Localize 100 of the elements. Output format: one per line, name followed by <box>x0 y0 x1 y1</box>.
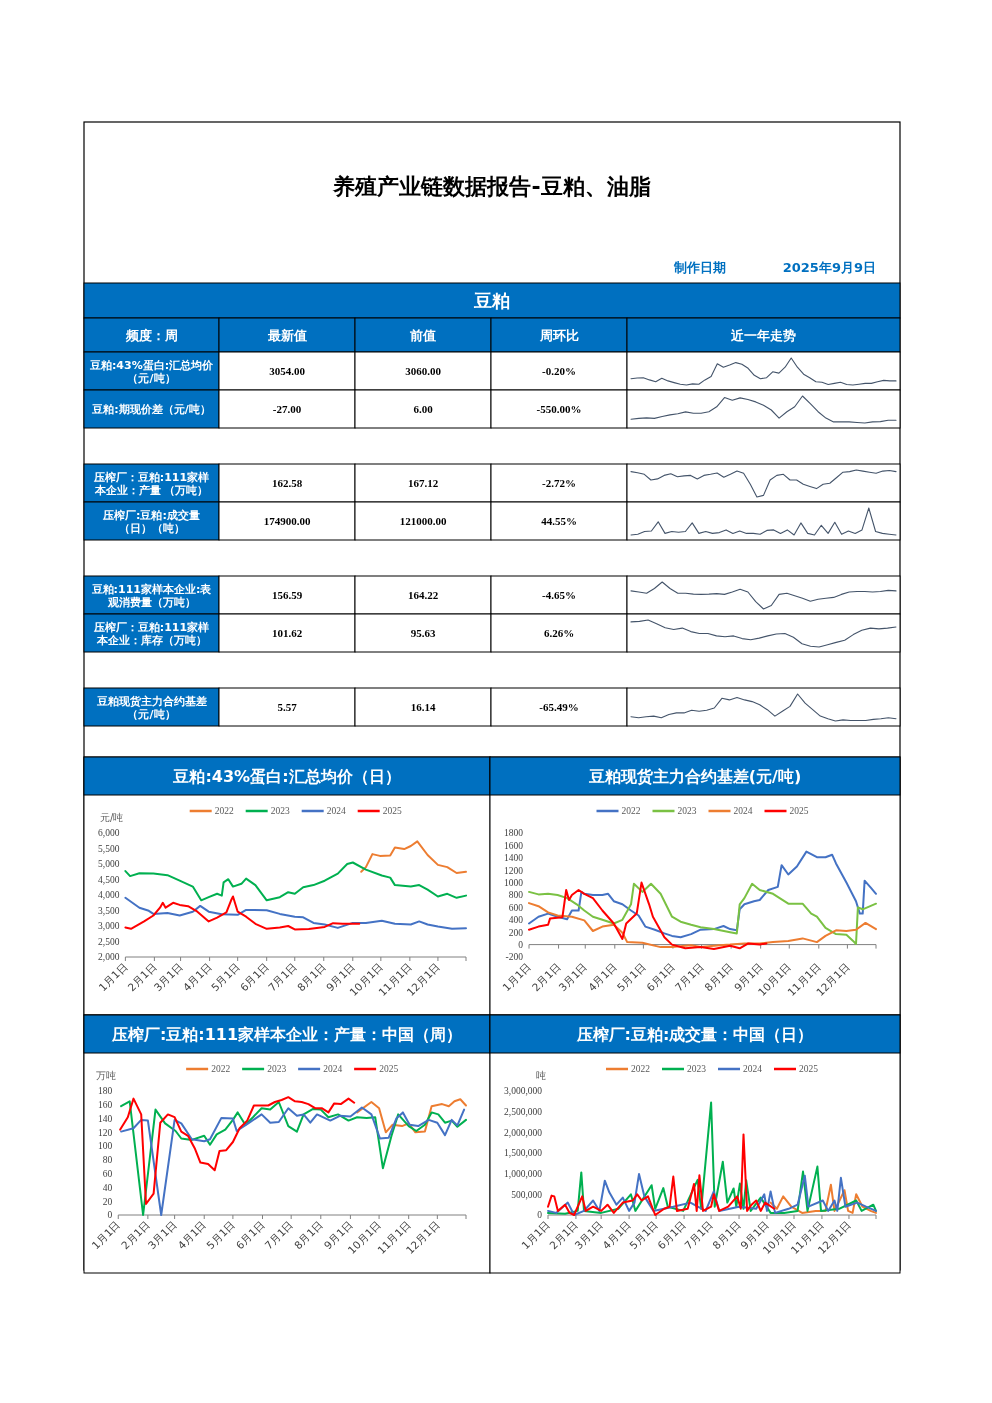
y-tick-label: 6,000 <box>98 828 120 839</box>
category-label: 周环比 <box>538 328 579 343</box>
text: -0.20% <box>542 365 576 377</box>
line-series <box>119 1096 356 1205</box>
y-tick-label: 1800 <box>504 828 524 839</box>
y-tick-label: 3,000 <box>98 921 120 932</box>
text: 44.55% <box>541 515 577 527</box>
y-tick-label: 4,500 <box>98 874 120 885</box>
chart-title: 豆粕现货主力合约基差(元/吨) <box>587 767 802 786</box>
y-tick-label: 20 <box>102 1196 113 1207</box>
text: 5.57 <box>277 701 297 713</box>
text: 6.26% <box>543 627 575 639</box>
text: 3054.00 <box>269 365 305 377</box>
category-label: 豆粕:43%蛋白:汇总均价（元/吨） <box>89 358 214 385</box>
text: -550.00% <box>536 403 582 415</box>
category-label: 前值 <box>409 328 436 343</box>
y-tick-label: 5,500 <box>98 843 120 854</box>
y-tick-label: 180 <box>98 1086 113 1097</box>
legend-label: 2023 <box>677 806 697 816</box>
legend-label: 2025 <box>799 1064 819 1074</box>
line-series <box>528 850 877 939</box>
legend-label: 2022 <box>211 1064 231 1074</box>
y-tick-label: 1400 <box>504 853 524 864</box>
category-label: 压榨厂：豆粕:111家样本企业：库存（万吨） <box>93 620 210 647</box>
category-label: 豆粕:111家样本企业:表观消费量（万吨） <box>91 582 212 609</box>
legend-label: 2025 <box>379 1064 399 1074</box>
chart-title: 压榨厂:豆粕:111家样本企业：产量：中国（周） <box>110 1025 463 1044</box>
text: 制作日期 <box>673 260 726 275</box>
line-series <box>360 840 467 874</box>
legend-label: 2022 <box>621 806 641 816</box>
text: 16.14 <box>410 701 436 713</box>
y-tick-label: 0 <box>537 1210 543 1221</box>
y-tick-label: -200 <box>505 952 524 963</box>
y-tick-label: 160 <box>98 1100 113 1111</box>
text: 3060.00 <box>405 365 441 377</box>
y-tick-label: 140 <box>98 1113 113 1124</box>
legend-label: 2024 <box>326 806 346 816</box>
y-tick-label: 1,500,000 <box>504 1148 543 1159</box>
y-tick-label: 1000 <box>504 877 524 888</box>
line-series <box>528 902 877 949</box>
y-tick-label: 120 <box>98 1127 113 1138</box>
y-tick-label: 2,000,000 <box>504 1127 543 1138</box>
legend-label: 2024 <box>743 1064 763 1074</box>
text: -2.72% <box>542 477 576 489</box>
y-tick-label: 60 <box>102 1168 113 1179</box>
y-tick-label: 40 <box>102 1182 113 1193</box>
y-tick-label: 2,500,000 <box>504 1106 543 1117</box>
text: 95.63 <box>410 627 436 639</box>
text: 养殖产业链数据报告-豆粕、油脂 <box>332 174 651 199</box>
text: 101.62 <box>271 627 303 639</box>
y-tick-label: 400 <box>508 915 524 926</box>
y-tick-label: 1200 <box>504 865 524 876</box>
legend-label: 2023 <box>687 1064 707 1074</box>
y-tick-label: 80 <box>102 1155 113 1166</box>
text: 6.00 <box>413 403 433 415</box>
y-tick-label: 2,000 <box>98 952 120 963</box>
y-tick-label: 3,000,000 <box>504 1086 543 1097</box>
text: 164.22 <box>407 589 439 601</box>
line-series <box>124 861 467 902</box>
category-label: 豆粕:期现价差（元/吨） <box>92 403 211 416</box>
text: 167.12 <box>407 477 439 489</box>
text: 2025年9月9日 <box>782 260 876 275</box>
line-series <box>769 1183 877 1214</box>
line-series <box>528 881 768 950</box>
text: 162.58 <box>271 477 303 489</box>
text: -27.00 <box>272 403 302 415</box>
category-label: 豆粕现货主力合约基差（元/吨） <box>96 694 207 721</box>
legend-label: 2025 <box>789 806 809 816</box>
category-label: 近一年走势 <box>730 328 796 343</box>
y-tick-label: 2,500 <box>98 936 120 947</box>
chart-title: 豆粕:43%蛋白:汇总均价（日） <box>172 767 401 786</box>
legend-label: 2025 <box>382 806 402 816</box>
line-series <box>356 1098 467 1134</box>
y-tick-label: 100 <box>98 1141 113 1152</box>
y-tick-label: 4,000 <box>98 890 120 901</box>
y-axis-title: 元/吨 <box>100 812 124 823</box>
legend-label: 2023 <box>270 806 290 816</box>
category-label: 频度：周 <box>124 328 178 343</box>
y-tick-label: 200 <box>508 927 524 938</box>
category-label: 最新值 <box>266 328 307 343</box>
line-series <box>547 1133 776 1216</box>
y-tick-label: 1,000,000 <box>504 1168 543 1179</box>
legend-label: 2024 <box>323 1064 343 1074</box>
legend-label: 2022 <box>214 806 234 816</box>
y-tick-label: 1600 <box>504 840 524 851</box>
category-label: 压榨厂:豆粕:成交量（日）（吨） <box>103 508 200 535</box>
y-tick-label: 0 <box>107 1210 113 1221</box>
y-tick-label: 500,000 <box>511 1189 543 1200</box>
y-tick-label: 3,500 <box>98 905 120 916</box>
text: 豆粕 <box>473 290 510 311</box>
legend-label: 2024 <box>733 806 753 816</box>
y-tick-label: 5,000 <box>98 859 120 870</box>
line-series <box>124 895 361 931</box>
legend-label: 2022 <box>631 1064 651 1074</box>
y-axis-title: 万吨 <box>96 1070 117 1081</box>
y-axis-title: 吨 <box>536 1070 546 1081</box>
legend-label: 2023 <box>267 1064 287 1074</box>
chart-title: 压榨厂:豆粕:成交量：中国（日） <box>575 1025 814 1044</box>
text: 156.59 <box>271 589 303 601</box>
text: 174900.00 <box>263 515 311 527</box>
